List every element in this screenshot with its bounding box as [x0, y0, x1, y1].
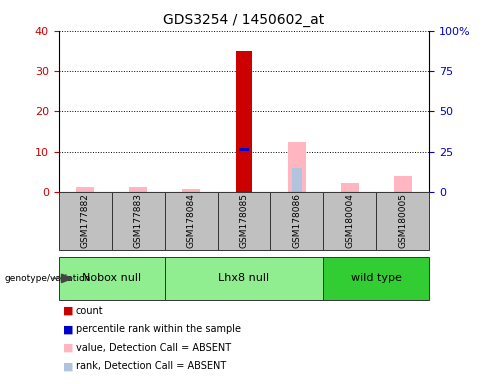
Bar [376, 192, 429, 250]
Bar [218, 192, 270, 250]
Text: GSM178085: GSM178085 [240, 193, 248, 248]
Bar [59, 257, 164, 300]
Text: GSM178086: GSM178086 [292, 193, 302, 248]
Text: GSM180005: GSM180005 [398, 193, 407, 248]
Text: wild type: wild type [351, 273, 402, 283]
Bar [324, 192, 376, 250]
Bar [239, 148, 249, 151]
Text: value, Detection Call = ABSENT: value, Detection Call = ABSENT [76, 343, 231, 353]
Bar [182, 189, 201, 192]
Bar [341, 183, 359, 192]
Text: ■: ■ [63, 306, 74, 316]
Text: count: count [76, 306, 103, 316]
Text: GSM178084: GSM178084 [186, 194, 196, 248]
Bar [394, 176, 412, 192]
Text: GSM177882: GSM177882 [81, 194, 90, 248]
Text: rank, Detection Call = ABSENT: rank, Detection Call = ABSENT [76, 361, 226, 371]
Bar [164, 257, 324, 300]
FancyArrow shape [53, 274, 72, 283]
Bar [76, 187, 94, 192]
Text: percentile rank within the sample: percentile rank within the sample [76, 324, 241, 334]
Bar [292, 168, 302, 192]
Text: GSM180004: GSM180004 [346, 194, 354, 248]
Text: genotype/variation: genotype/variation [5, 274, 91, 283]
Bar [324, 257, 429, 300]
Text: Lhx8 null: Lhx8 null [219, 273, 269, 283]
Text: ■: ■ [63, 361, 74, 371]
Text: Nobox null: Nobox null [82, 273, 141, 283]
Bar [164, 192, 218, 250]
Bar [129, 187, 147, 192]
Text: ■: ■ [63, 343, 74, 353]
Text: ■: ■ [63, 324, 74, 334]
Bar [236, 51, 252, 192]
Bar [112, 192, 164, 250]
Text: GSM177883: GSM177883 [134, 193, 142, 248]
Title: GDS3254 / 1450602_at: GDS3254 / 1450602_at [163, 13, 325, 27]
Bar [270, 192, 324, 250]
Bar [59, 192, 112, 250]
Bar [287, 142, 306, 192]
